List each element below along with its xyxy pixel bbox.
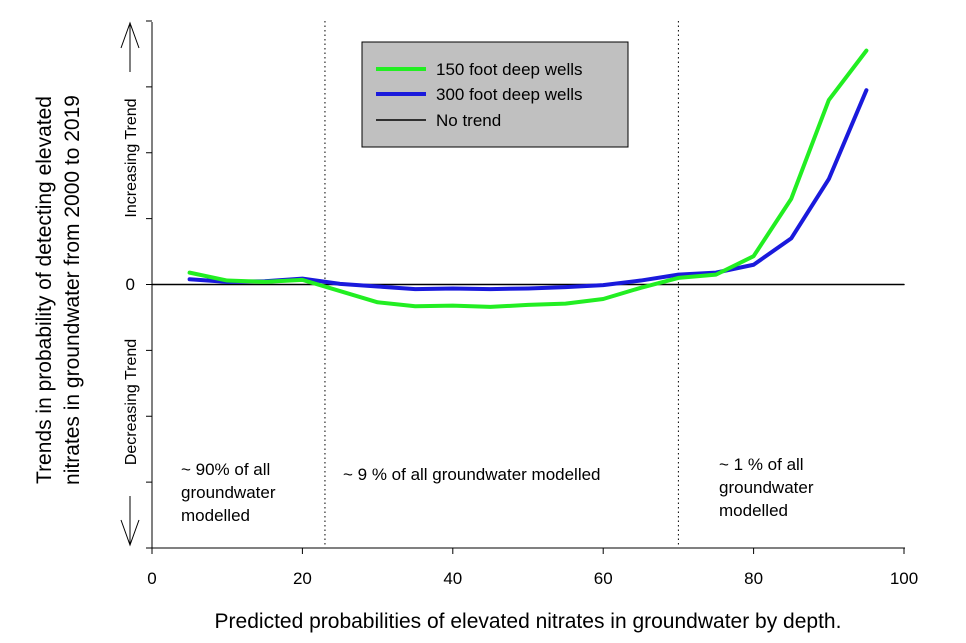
legend: 150 foot deep wells 300 foot deep wells … xyxy=(361,41,629,148)
increasing-trend-label: Increasing Trend xyxy=(123,98,140,217)
y-tick-label-zero: 0 xyxy=(126,275,135,294)
increasing-trend-indicator: Increasing Trend xyxy=(120,21,140,218)
annotation-region-1-line-2: groundwater xyxy=(181,483,276,502)
legend-label-no-trend: No trend xyxy=(436,111,501,130)
x-tick-label: 60 xyxy=(594,569,613,588)
x-tick-marks: 0 20 40 60 80 100 xyxy=(147,548,918,588)
annotation-region-3-line-1: ~ 1 % of all xyxy=(719,455,804,474)
decreasing-trend-label: Decreasing Trend xyxy=(123,339,140,465)
x-tick-label: 0 xyxy=(147,569,156,588)
series-lines xyxy=(151,48,905,309)
legend-label-150ft: 150 foot deep wells xyxy=(436,60,583,79)
x-tick-label: 20 xyxy=(293,569,312,588)
x-axis-title: Predicted probabilities of elevated nitr… xyxy=(215,610,842,633)
arrow-down-icon xyxy=(120,519,140,547)
y-axis-title-line-2: nitrates in groundwater from 2000 to 201… xyxy=(61,95,84,485)
annotation-region-3-line-3: modelled xyxy=(719,501,788,520)
annotation-region-2-line-1: ~ 9 % of all groundwater modelled xyxy=(343,465,601,484)
legend-label-300ft: 300 foot deep wells xyxy=(436,85,583,104)
annotation-region-1-line-1: ~ 90% of all xyxy=(181,460,270,479)
x-tick-label: 80 xyxy=(744,569,763,588)
y-tick-marks xyxy=(146,20,152,549)
decreasing-trend-indicator: Decreasing Trend xyxy=(120,339,140,547)
arrow-up-icon xyxy=(120,21,140,49)
series-line-150ft xyxy=(187,48,869,309)
x-tick-label: 40 xyxy=(443,569,462,588)
y-axis-title-line-1: Trends in probability of detecting eleva… xyxy=(33,96,56,484)
annotation-region-3-line-2: groundwater xyxy=(719,478,814,497)
x-tick-label: 100 xyxy=(890,569,918,588)
annotation-region-1-line-3: modelled xyxy=(181,506,250,525)
